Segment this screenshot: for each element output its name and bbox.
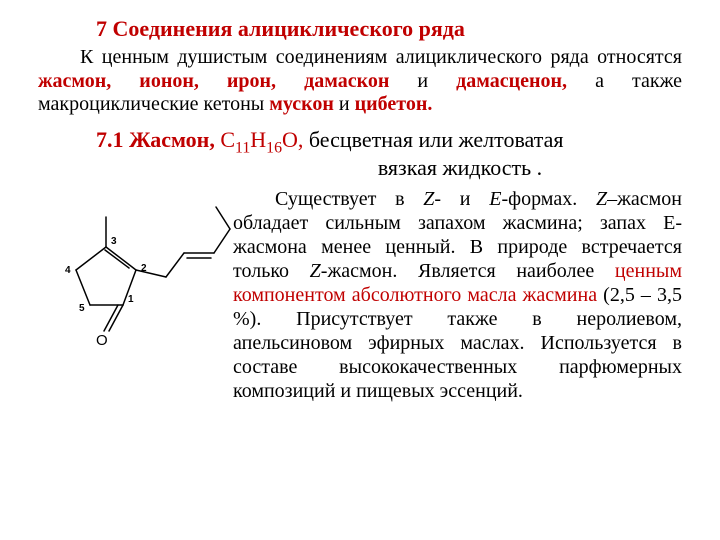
body-Z1: Z <box>423 188 434 210</box>
formula-H: Н <box>250 127 266 152</box>
section-title: 7 Соединения алициклического ряда <box>96 16 682 42</box>
jasmone-structure-svg: O 1 2 3 4 5 <box>38 195 233 355</box>
title-text: 7 Соединения алициклического ряда <box>96 16 465 41</box>
formula-O: О, <box>282 127 303 152</box>
body-paragraph: Существует в Z- и E-формах. Z–жасмон обл… <box>233 187 682 403</box>
intro-keywords-4: цибетон. <box>355 93 433 115</box>
sub-label: 7.1 Жасмон, <box>96 127 220 152</box>
subsection-title-cont: вязкая жидкость . <box>278 155 642 181</box>
oxygen-label: O <box>96 332 108 349</box>
formula-11: 11 <box>235 139 250 156</box>
atom-number-2: 2 <box>141 263 147 274</box>
subsection-title: 7.1 Жасмон, С11Н16О, бесцветная или желт… <box>96 127 682 153</box>
intro-t2: и <box>389 70 456 92</box>
atom-number-3: 3 <box>111 236 117 247</box>
body-t1e: -жасмон. Является наиболее <box>321 260 615 282</box>
formula-C: С <box>220 127 235 152</box>
sub-desc1: бесцветная или желтоватая <box>303 127 563 152</box>
body-t1a: Существует в <box>275 188 423 210</box>
intro-t1: К ценным душистым соединениям алицикличе… <box>80 46 682 68</box>
body-Z2: Z <box>596 188 607 210</box>
body-t1c: -формах. <box>501 188 595 210</box>
atom-number-1: 1 <box>128 294 134 305</box>
formula-16: 16 <box>266 139 282 156</box>
intro-keywords-3: мускон <box>269 93 334 115</box>
body-t1b: - и <box>434 188 489 210</box>
intro-keywords-2: дамасценон, <box>456 70 567 92</box>
sub-desc2: вязкая жидкость . <box>378 155 542 180</box>
body-E: E <box>489 188 501 210</box>
atom-number-4: 4 <box>65 265 71 276</box>
body-Z3: Z <box>310 260 321 282</box>
atom-number-5: 5 <box>79 303 85 314</box>
intro-paragraph: К ценным душистым соединениям алицикличе… <box>38 46 682 117</box>
intro-t4: и <box>334 93 355 115</box>
chemical-structure: O 1 2 3 4 5 <box>38 187 233 360</box>
intro-keywords-1: жасмон, ионон, ирон, дамаскон <box>38 70 389 92</box>
